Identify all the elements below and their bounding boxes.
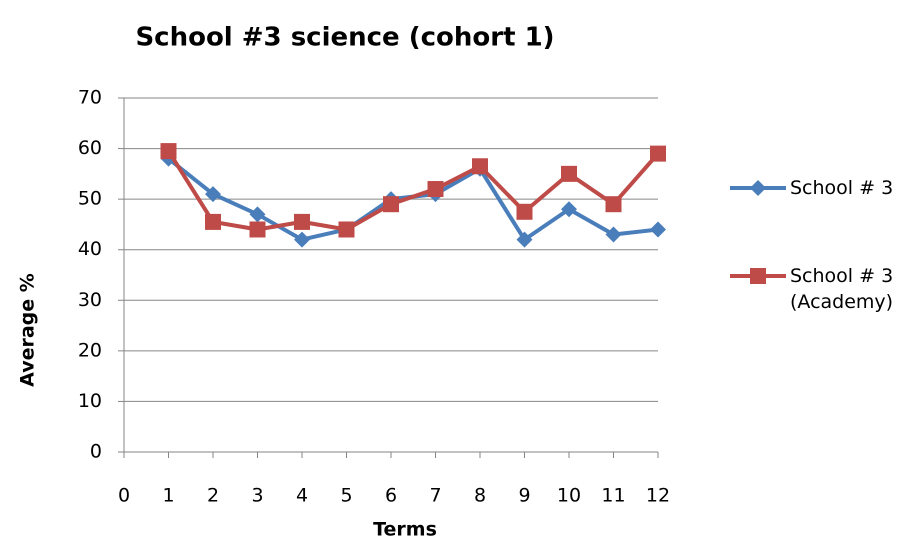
data-point — [205, 186, 221, 203]
x-tick-label: 8 — [474, 485, 486, 507]
data-point — [472, 158, 488, 175]
x-tick-label: 5 — [340, 485, 352, 507]
y-tick-label: 50 — [78, 188, 102, 210]
x-tick-label: 7 — [429, 485, 441, 507]
data-point — [294, 231, 310, 248]
x-tick-label: 10 — [557, 485, 581, 507]
data-point — [605, 226, 622, 243]
data-point — [650, 221, 666, 238]
legend-marker — [750, 268, 766, 284]
data-point — [383, 196, 399, 213]
data-point — [249, 221, 266, 238]
y-axis-title: Average % — [17, 273, 39, 387]
data-point — [160, 143, 177, 160]
data-point — [294, 213, 310, 230]
x-tick-label: 11 — [601, 485, 625, 507]
data-point — [427, 181, 444, 198]
data-point — [249, 206, 266, 223]
y-tick-label: 60 — [78, 137, 102, 159]
x-tick-label: 1 — [162, 485, 174, 507]
x-tick-label: 2 — [207, 485, 219, 507]
data-point — [605, 196, 622, 213]
y-tick-label: 20 — [78, 339, 102, 361]
data-point — [561, 201, 577, 218]
y-tick-label: 30 — [78, 289, 102, 311]
data-point — [561, 165, 577, 182]
data-point — [205, 213, 221, 230]
legend-label: School # 3 — [790, 177, 894, 199]
x-tick-label: 0 — [118, 485, 130, 507]
data-point — [650, 145, 666, 162]
data-point — [516, 203, 533, 220]
x-tick-label: 9 — [518, 485, 530, 507]
x-tick-label: 4 — [296, 485, 308, 507]
legend-label: School # 3 (Academy) — [790, 265, 894, 313]
x-tick-label: 3 — [251, 485, 263, 507]
data-point — [516, 231, 533, 248]
x-axis-title: Terms — [373, 519, 437, 541]
y-tick-label: 0 — [90, 441, 102, 463]
y-tick-label: 70 — [78, 87, 102, 109]
y-tick-label: 10 — [78, 390, 102, 412]
chart-title: School #3 science (cohort 1) — [135, 23, 554, 53]
legend-marker — [750, 180, 766, 196]
y-tick-label: 40 — [78, 238, 102, 260]
x-tick-label: 6 — [385, 485, 397, 507]
x-tick-label: 12 — [646, 485, 670, 507]
data-point — [338, 221, 355, 238]
